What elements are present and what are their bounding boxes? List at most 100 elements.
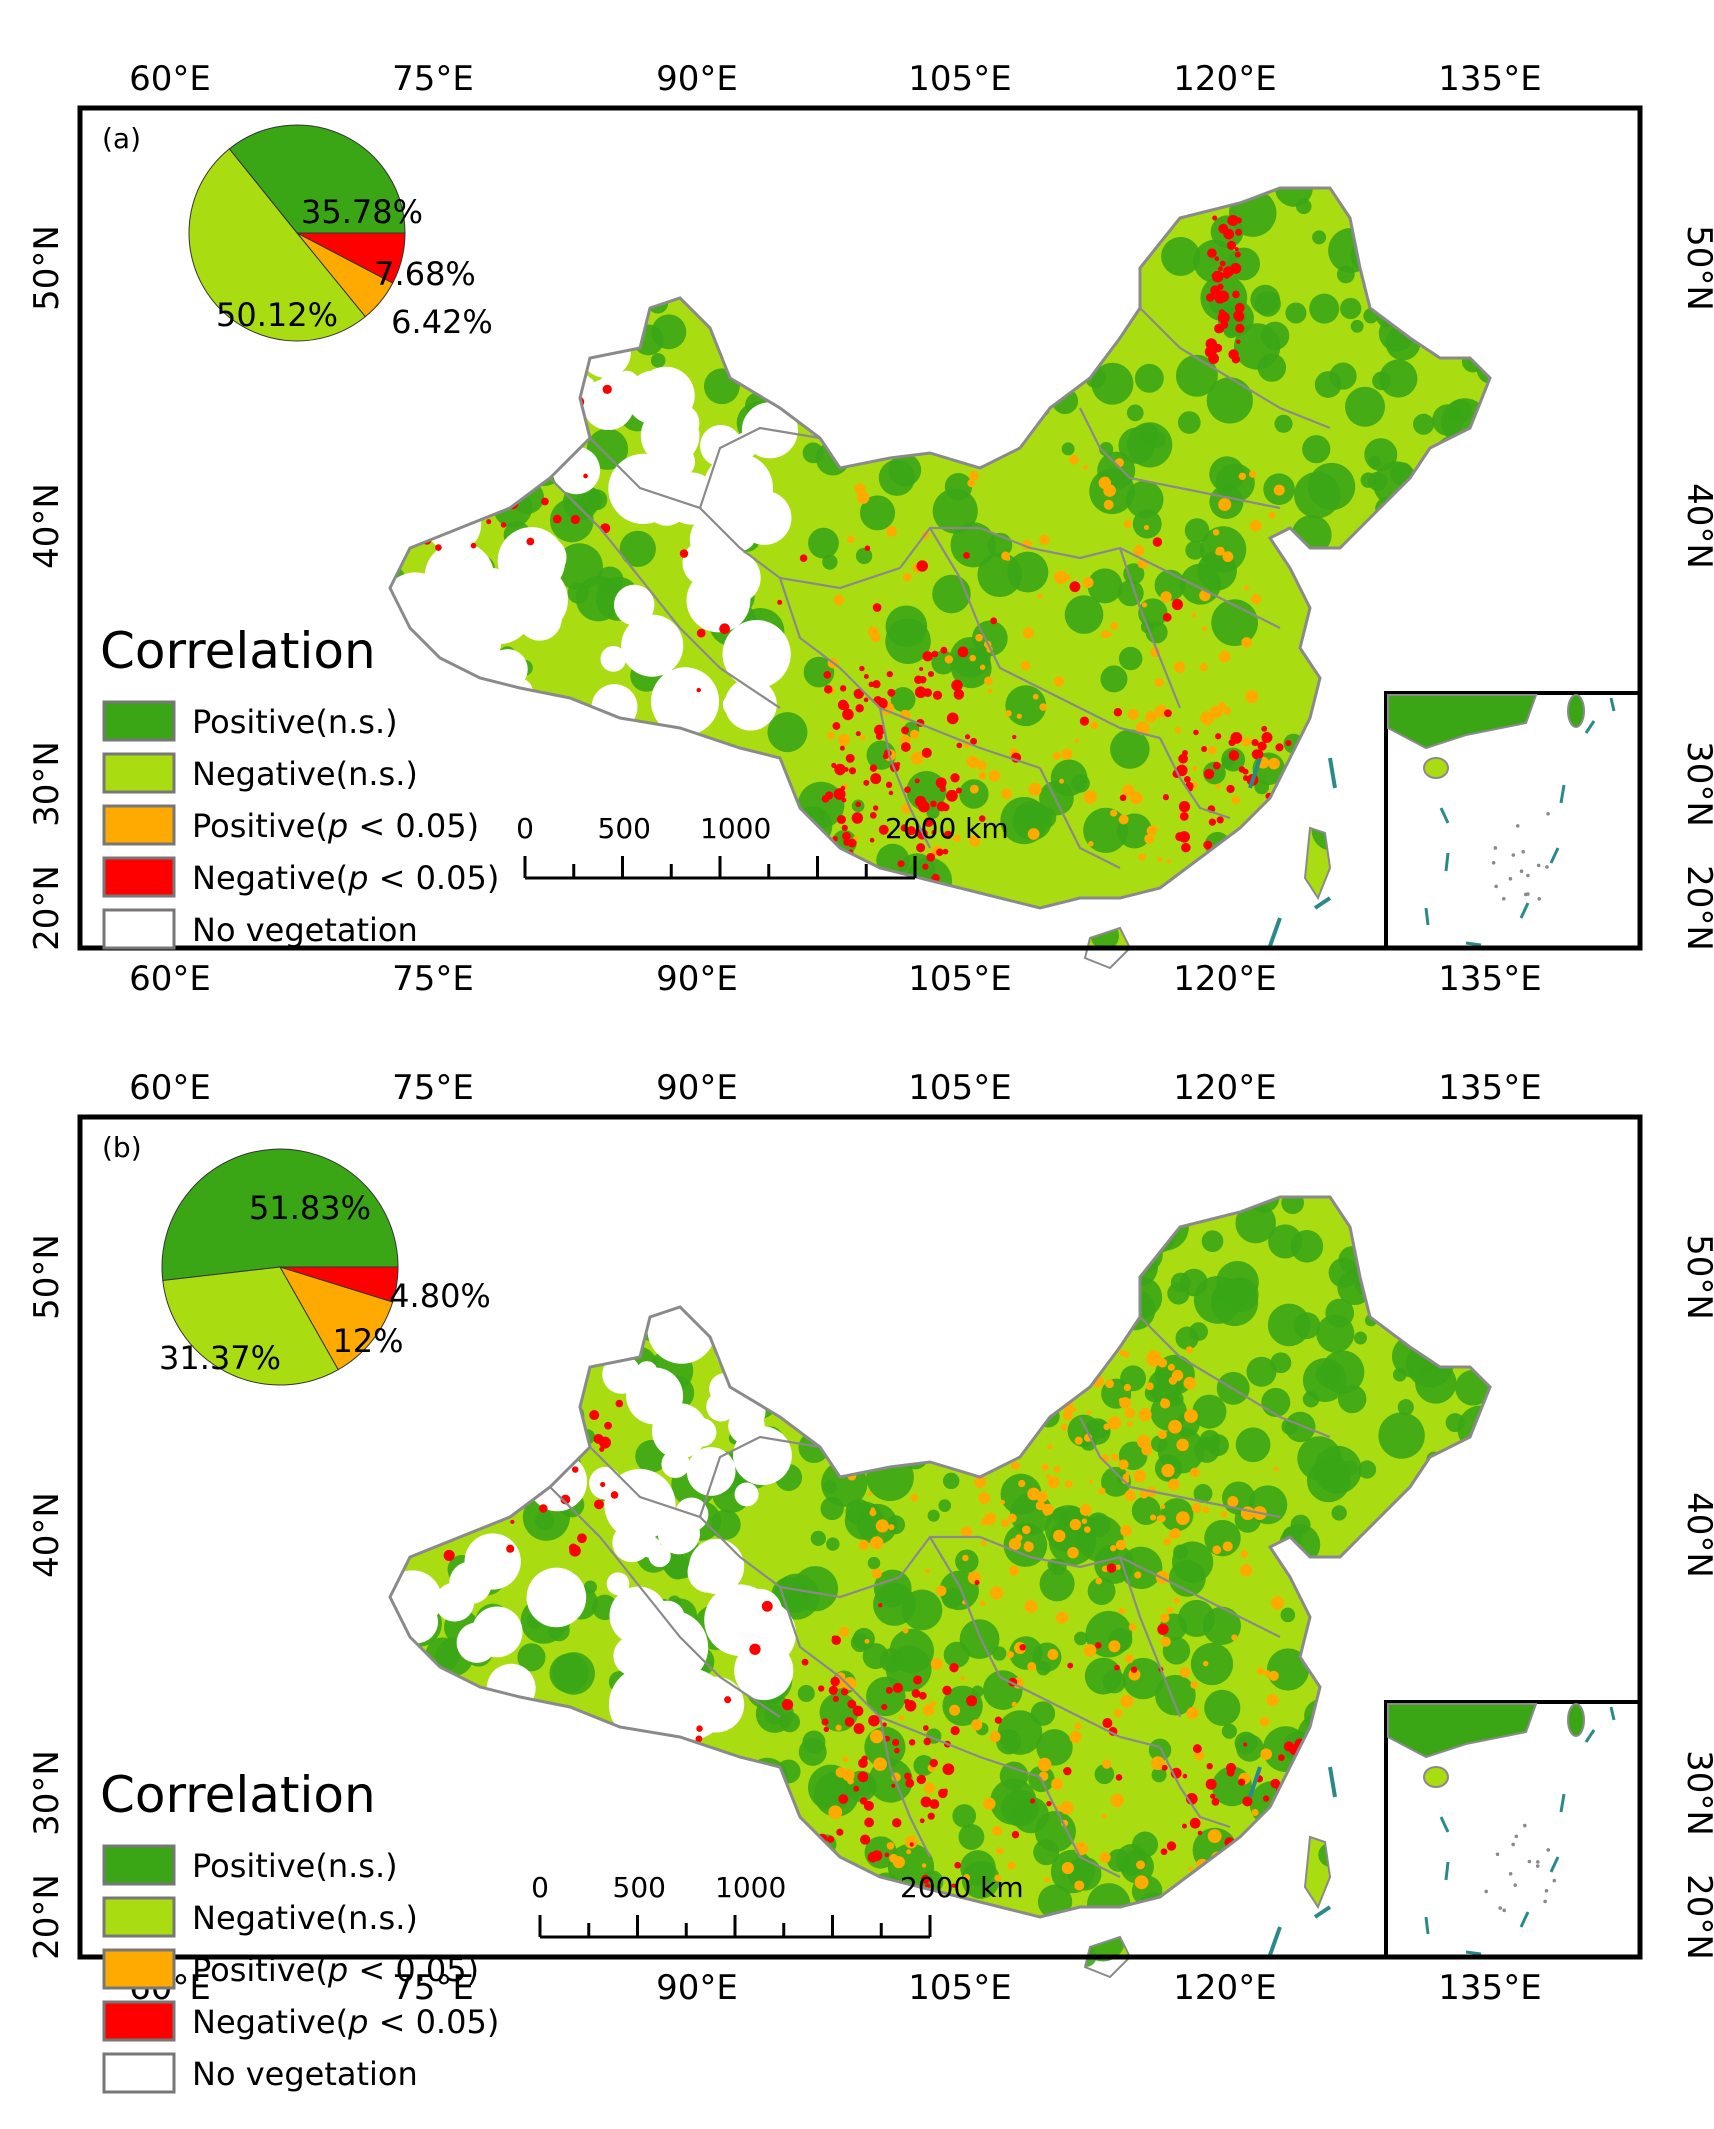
patch-negative-sig [832, 1695, 839, 1703]
inset-island [1521, 849, 1525, 854]
patch-positive-ns [1354, 1331, 1367, 1345]
patch-positive-ns [1134, 363, 1164, 393]
patch-positive-ns [1125, 480, 1164, 519]
patch-positive-ns [1009, 1636, 1043, 1670]
patch-negative-sig [949, 1662, 959, 1673]
patch-negative-sig [1157, 1623, 1169, 1636]
patch-negative-sig [827, 1835, 835, 1843]
patch-positive-sig [1251, 1808, 1259, 1817]
patch-negative-sig [570, 514, 580, 525]
patch-positive-sig [1231, 1634, 1238, 1641]
patch-negative-sig [891, 1783, 896, 1788]
patch-positive-ns [941, 1587, 963, 1609]
patch-positive-sig [1082, 464, 1088, 470]
scale-bar-label: 0 [531, 1871, 549, 1904]
patch-positive-sig [1001, 551, 1010, 561]
patch-positive-sig [1129, 791, 1143, 805]
patch-positive-ns [1268, 1224, 1303, 1259]
patch-no-vegetation [693, 1680, 730, 1717]
patch-positive-sig [1101, 630, 1110, 639]
patch-negative-sig [872, 805, 879, 811]
legend-item-label: Negative(n.s.) [192, 755, 418, 793]
inset-nine-dash-segment [1549, 1856, 1560, 1873]
patch-positive-sig [978, 1492, 991, 1504]
patch-positive-sig [1143, 524, 1150, 530]
patch-negative-sig [600, 1481, 606, 1488]
patch-negative-sig [970, 737, 978, 745]
patch-positive-sig [1256, 1667, 1265, 1675]
patch-positive-sig [1128, 1623, 1137, 1632]
patch-positive-sig [1248, 470, 1257, 478]
patch-negative-sig [821, 1718, 829, 1726]
patch-negative-sig [577, 1533, 587, 1544]
south-china-sea-inset [1384, 691, 1642, 950]
patch-negative-sig [994, 1716, 1003, 1724]
patch-negative-sig [823, 685, 833, 694]
patch-positive-sig [1007, 1513, 1017, 1523]
patch-positive-ns [1368, 471, 1388, 491]
patch-negative-sig [1219, 260, 1226, 267]
patch-negative-sig [500, 522, 507, 528]
patch-positive-sig [1161, 1398, 1166, 1403]
patch-positive-sig [1023, 1541, 1034, 1552]
lon-tick-label-top: 90°E [656, 1068, 738, 1108]
patch-negative-sig [1214, 323, 1224, 334]
lon-tick-label-bottom: 60°E [129, 959, 211, 999]
pie-slice [278, 1266, 394, 1371]
lat-tick-label-left: 50°N [27, 1234, 67, 1320]
patch-positive-ns [1274, 414, 1293, 433]
patch-positive-sig [870, 1536, 884, 1550]
patch-negative-sig [443, 1549, 455, 1561]
inset-island [1493, 846, 1498, 850]
patch-positive-sig [1105, 1379, 1115, 1389]
patch-negative-sig [1067, 1662, 1074, 1669]
patch-negative-sig [919, 1818, 925, 1824]
nine-dash-segment [1313, 1905, 1332, 1919]
patch-no-vegetation [487, 649, 528, 690]
inset-island [1535, 1864, 1540, 1868]
patch-negative-sig [892, 1738, 900, 1747]
patch-no-vegetation [686, 1447, 736, 1496]
legend: Correlation Positive(n.s.) Negative(n.s.) P… [100, 622, 499, 950]
patch-positive-ns [810, 1530, 826, 1547]
patch-positive-ns [1215, 463, 1255, 503]
patch-negative-sig [957, 646, 969, 658]
patch-positive-sig [827, 731, 835, 740]
patch-positive-sig [854, 483, 866, 495]
patch-negative-sig [931, 650, 939, 658]
patch-negative-sig [1243, 1742, 1248, 1747]
patch-negative-sig [823, 671, 832, 679]
patch-negative-sig [1217, 266, 1223, 272]
patch-positive-sig [1064, 1480, 1073, 1488]
patch-negative-sig [1178, 753, 1188, 764]
patch-positive-sig [1166, 859, 1172, 864]
inset-island [1495, 1852, 1500, 1857]
patch-positive-sig [979, 1600, 986, 1607]
patch-positive-ns [826, 1537, 840, 1551]
inset-island [1513, 1883, 1517, 1887]
lon-tick-label-top: 120°E [1173, 1068, 1276, 1108]
pie-slice-label: 12% [332, 1322, 403, 1360]
patch-negative-sig [884, 1852, 890, 1858]
patch-negative-sig [1210, 1793, 1216, 1799]
patch-negative-sig [831, 1635, 842, 1645]
patch-positive-sig [969, 654, 977, 662]
patch-positive-sig [1127, 708, 1139, 720]
patch-no-vegetation [734, 1482, 759, 1507]
patch-negative-sig [1182, 1773, 1188, 1779]
patch-negative-sig [571, 1466, 579, 1473]
patch-negative-sig [1217, 311, 1230, 324]
patch-positive-sig [902, 1627, 909, 1634]
hainan-boundary [1083, 1935, 1132, 1979]
patch-positive-sig [1027, 1487, 1040, 1501]
patch-no-vegetation [661, 1449, 690, 1479]
province-boundary [698, 426, 821, 509]
patch-positive-sig [1074, 1436, 1083, 1445]
patch-negative-sig [1242, 768, 1249, 775]
patch-positive-ns [820, 1496, 844, 1521]
patch-no-vegetation [725, 520, 756, 552]
patch-negative-sig [950, 773, 960, 783]
inset-nine-dash-segment [1584, 720, 1596, 734]
patch-positive-sig [1039, 703, 1047, 711]
patch-positive-sig [1209, 705, 1223, 719]
